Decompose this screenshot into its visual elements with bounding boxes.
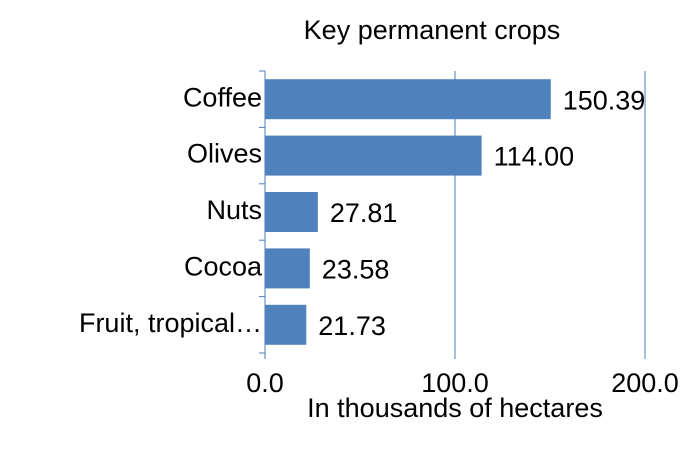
y-tick-label: Cocoa xyxy=(184,252,263,282)
x-tick-label: 200.0 xyxy=(611,368,679,398)
data-label: 150.39 xyxy=(563,85,646,115)
x-axis-label: In thousands of hectares xyxy=(307,393,603,423)
y-tick-label: Fruit, tropical… xyxy=(79,308,262,338)
x-tick-label: 100.0 xyxy=(421,368,489,398)
y-tick-label: Coffee xyxy=(183,82,262,112)
chart-title: Key permanent crops xyxy=(304,15,561,45)
y-tick-label: Nuts xyxy=(206,195,262,225)
data-label: 21.73 xyxy=(318,311,386,341)
bar xyxy=(265,192,318,232)
bar xyxy=(265,248,310,289)
bar xyxy=(265,135,482,176)
bar xyxy=(265,79,551,120)
data-label: 23.58 xyxy=(322,255,390,285)
y-tick-label: Olives xyxy=(187,139,262,169)
data-label: 27.81 xyxy=(330,198,398,228)
x-tick-label: 0.0 xyxy=(246,368,284,398)
bar xyxy=(265,304,307,345)
data-label: 114.00 xyxy=(494,142,575,172)
